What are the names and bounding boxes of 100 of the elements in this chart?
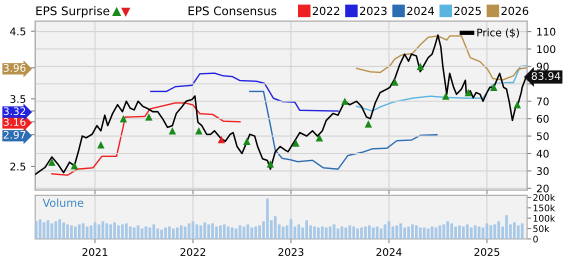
bar [238, 225, 242, 239]
bar [388, 221, 390, 239]
bar [411, 224, 414, 239]
bar [482, 228, 484, 239]
point [316, 134, 324, 142]
bar [364, 226, 367, 239]
point [442, 92, 450, 100]
y-tick-label: 3.32 [4, 107, 26, 116]
point [243, 138, 251, 145]
point [70, 162, 78, 170]
y-tick-label: 0 [533, 236, 538, 242]
y-tick-label: 200k [533, 194, 556, 201]
bar [242, 226, 246, 239]
y2-tick-label: 50 [536, 132, 549, 140]
point [341, 98, 349, 105]
bar [505, 215, 508, 239]
legend-label: 2023 [360, 6, 387, 16]
bar [317, 228, 320, 239]
bar [384, 224, 386, 239]
bar [219, 225, 222, 239]
bar [160, 230, 163, 239]
point [514, 101, 521, 108]
y2-tick-label: 60 [536, 114, 549, 123]
bar [113, 222, 116, 239]
bar [196, 224, 198, 239]
legend-label: 2022 [312, 6, 340, 16]
bar [46, 220, 50, 239]
y2-tick-label: 70 [536, 97, 549, 106]
bar [66, 224, 69, 239]
bar [140, 228, 144, 239]
point [490, 84, 498, 91]
point [464, 88, 472, 96]
bar [94, 222, 96, 239]
y-tick-label: 3.16 [4, 118, 26, 126]
point [292, 139, 300, 147]
chart-title: EPS Surprise [36, 6, 110, 18]
point [168, 127, 176, 135]
y-tick-label: 150k [534, 204, 556, 212]
x-tick-label: 2023 [278, 248, 304, 256]
line-series [249, 90, 438, 170]
bar [407, 226, 410, 239]
point [145, 113, 153, 121]
y2-tick-label: 100 [537, 45, 556, 54]
bar [164, 228, 167, 239]
bar [486, 223, 488, 239]
bar [98, 224, 100, 239]
bar [282, 226, 284, 239]
bar [340, 226, 344, 239]
bar [458, 225, 461, 239]
y2-tick-label: 20 [536, 184, 549, 192]
legend-label: 2026 [502, 6, 528, 16]
bar [290, 219, 292, 239]
point [416, 62, 424, 70]
bar [211, 223, 214, 239]
bar [438, 225, 442, 239]
y-tick-label: 2.5 [10, 162, 26, 171]
bar [274, 216, 277, 239]
bar [266, 198, 269, 239]
y2-tick-label: 40 [536, 150, 549, 158]
legend-label: Price ($) [477, 28, 519, 38]
y2-tick-label: 110 [537, 28, 556, 36]
bar [258, 225, 261, 239]
y-tick-label: 4.5 [10, 28, 26, 36]
y2-tick-label: 90 [536, 62, 549, 71]
bar [434, 228, 438, 239]
legend-label: 2025 [454, 6, 481, 16]
bar [430, 226, 434, 239]
point [266, 160, 274, 168]
bar [168, 226, 171, 239]
x-tick-label: 2024 [376, 248, 402, 256]
chart-title: Volume [42, 198, 84, 208]
y-tick-label: 50k [533, 225, 550, 232]
bar [58, 219, 62, 239]
bar [415, 225, 418, 239]
point [364, 120, 372, 128]
point [120, 114, 128, 122]
line-series [150, 72, 339, 112]
bar [144, 226, 148, 239]
line-series [356, 65, 528, 112]
bar [90, 225, 92, 239]
bar [38, 219, 42, 239]
bar [121, 224, 124, 239]
bar [332, 224, 336, 239]
line-series [51, 102, 241, 176]
y-tick-label: 100k [534, 214, 556, 222]
x-tick-label: 2021 [82, 248, 108, 256]
y-tick-label: 3.5 [10, 95, 26, 103]
data-label: 83.94 [532, 72, 560, 80]
bar [136, 225, 140, 239]
bar [380, 228, 382, 239]
bar [478, 226, 480, 239]
bar [117, 225, 120, 239]
point [218, 136, 226, 144]
bar [336, 228, 340, 239]
legend-label: 2024 [407, 6, 434, 16]
bar [356, 228, 359, 239]
point [48, 158, 56, 166]
y2-tick-label: 30 [536, 167, 549, 176]
point [195, 127, 203, 135]
y-tick-label: 3.96 [4, 64, 26, 72]
